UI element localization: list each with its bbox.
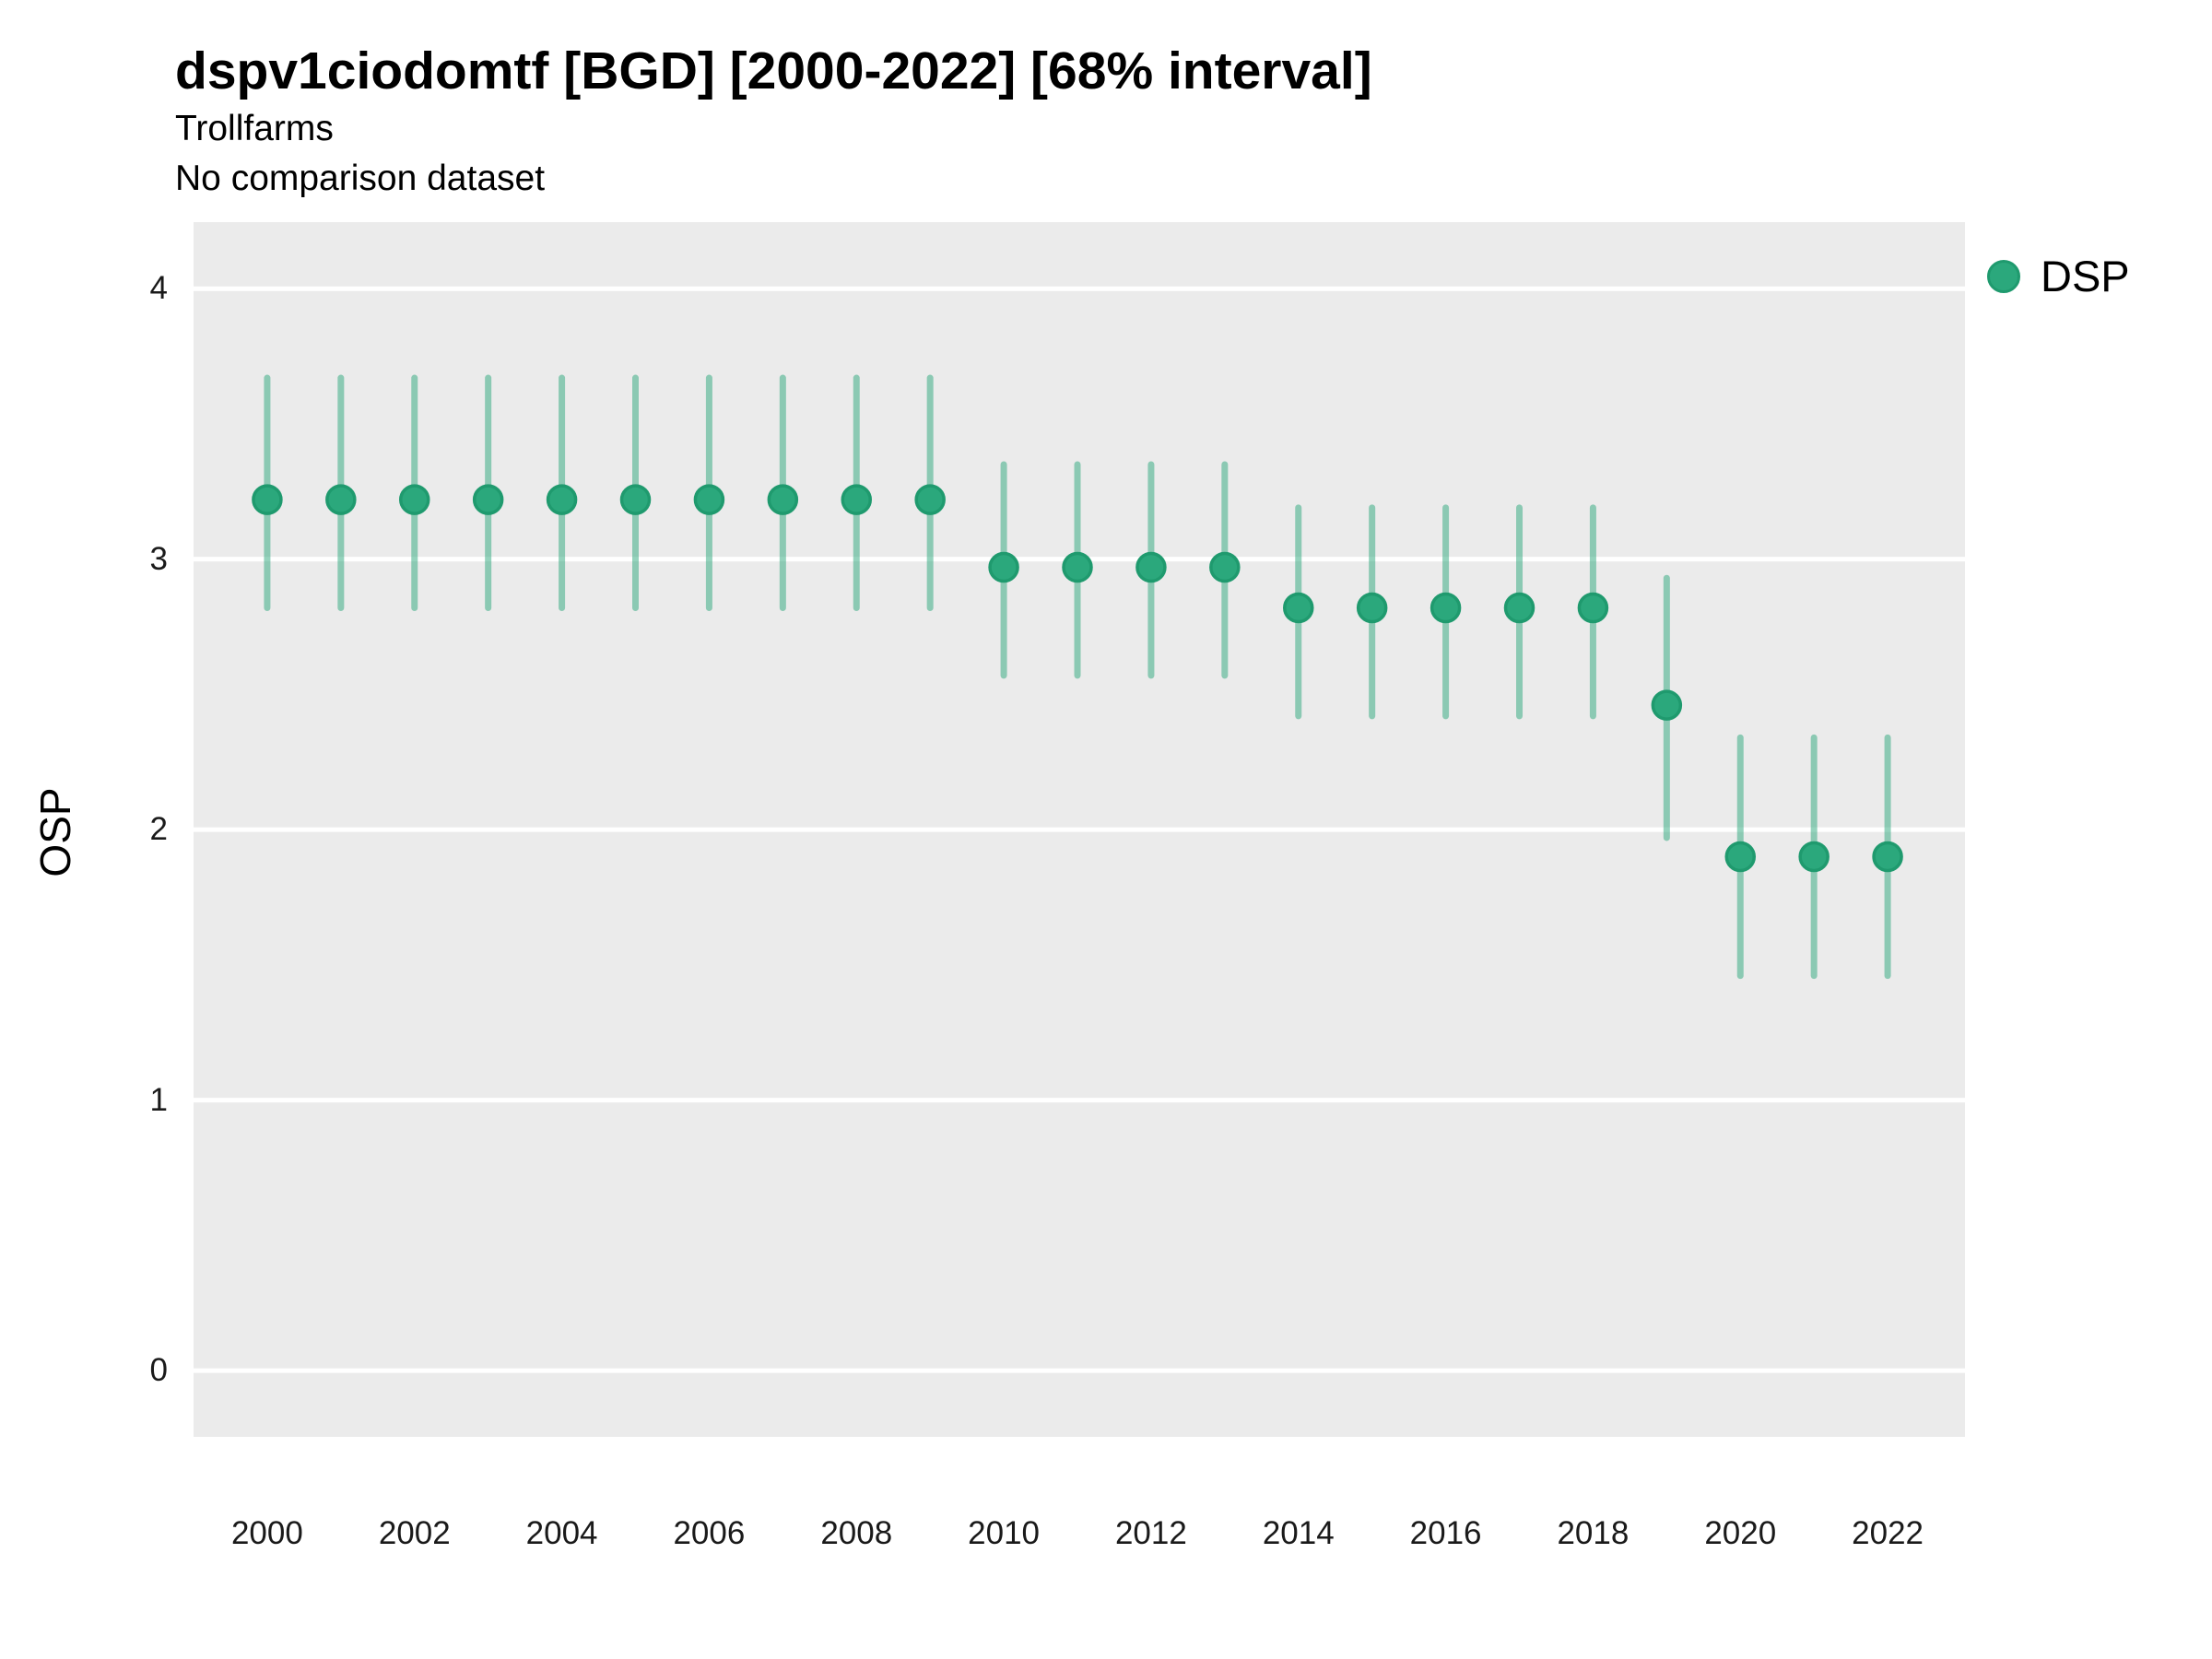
data-point-2016 <box>1430 592 1462 624</box>
x-tick-label-2006: 2006 <box>673 1515 746 1551</box>
y-tick-label-2: 2 <box>149 811 168 848</box>
data-point-2013 <box>1209 551 1241 583</box>
y-tick-label-0: 0 <box>149 1352 168 1389</box>
y-tick-label-3: 3 <box>149 540 168 577</box>
data-point-2005 <box>619 484 652 515</box>
y-tick-label-4: 4 <box>149 270 168 307</box>
data-point-2021 <box>1798 841 1830 873</box>
x-tick-label-2000: 2000 <box>230 1515 303 1551</box>
x-tick-label-2004: 2004 <box>525 1515 598 1551</box>
x-tick-label-2014: 2014 <box>1262 1515 1335 1551</box>
data-point-2009 <box>914 484 946 515</box>
data-point-2004 <box>546 484 578 515</box>
x-tick-label-2008: 2008 <box>820 1515 893 1551</box>
data-point-2002 <box>399 484 430 515</box>
y-tick-label-1: 1 <box>149 1081 168 1118</box>
data-point-2010 <box>988 551 1019 583</box>
comparison-note: No comparison dataset <box>175 159 546 198</box>
plot-area <box>194 286 1965 1373</box>
y-axis-title: OSP <box>31 787 79 877</box>
data-point-2003 <box>472 484 504 515</box>
data-point-2011 <box>1062 551 1093 583</box>
data-point-2015 <box>1356 592 1388 624</box>
x-tick-label-2002: 2002 <box>378 1515 451 1551</box>
legend-dsp-label: DSP <box>2041 252 2130 300</box>
plot-panel <box>194 222 1965 1437</box>
data-point-2007 <box>767 484 799 515</box>
data-point-2012 <box>1135 551 1167 583</box>
data-point-2014 <box>1283 592 1314 624</box>
data-point-2000 <box>252 484 283 515</box>
data-point-2020 <box>1724 841 1757 873</box>
data-point-2019 <box>1651 689 1683 721</box>
legend-dsp-circle-icon <box>1987 259 2020 293</box>
data-point-2008 <box>841 484 873 515</box>
data-point-2022 <box>1872 841 1903 873</box>
chart-title: dspv1ciodomtf [BGD] [2000-2022] [68% int… <box>175 41 1372 100</box>
chart-subtitle: Trollfarms <box>175 109 334 148</box>
data-point-2018 <box>1577 592 1609 624</box>
data-point-2017 <box>1503 592 1535 624</box>
data-point-2006 <box>693 484 725 515</box>
x-tick-label-2010: 2010 <box>968 1515 1041 1551</box>
x-tick-label-2018: 2018 <box>1557 1515 1630 1551</box>
x-tick-label-2016: 2016 <box>1409 1515 1482 1551</box>
x-tick-label-2022: 2022 <box>1852 1515 1924 1551</box>
x-tick-label-2020: 2020 <box>1704 1515 1777 1551</box>
x-tick-label-2012: 2012 <box>1114 1515 1187 1551</box>
legend: DSP <box>1987 251 2130 301</box>
data-point-2001 <box>325 484 357 515</box>
